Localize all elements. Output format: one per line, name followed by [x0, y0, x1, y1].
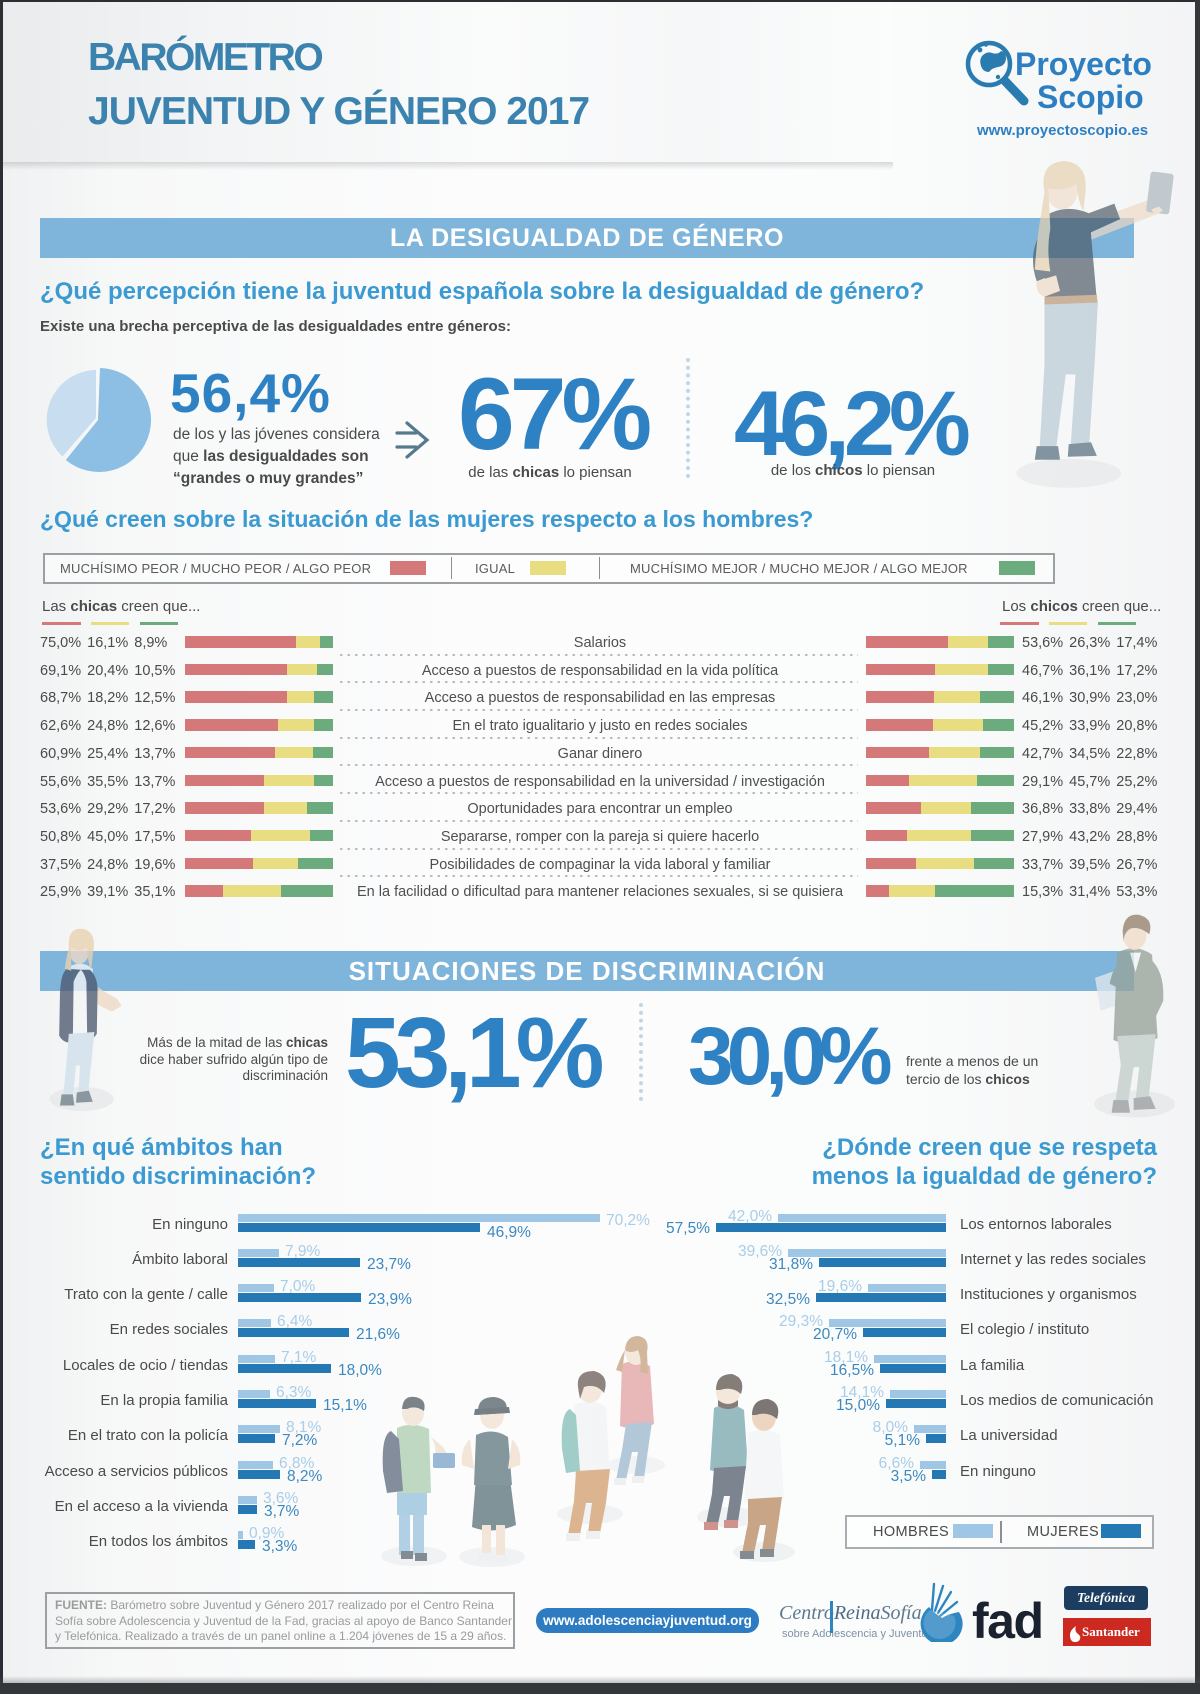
svg-text:Scopio: Scopio — [1037, 79, 1144, 115]
svg-text:www.proyectoscopio.es: www.proyectoscopio.es — [976, 122, 1148, 139]
svg-text:Proyecto: Proyecto — [1015, 46, 1152, 82]
